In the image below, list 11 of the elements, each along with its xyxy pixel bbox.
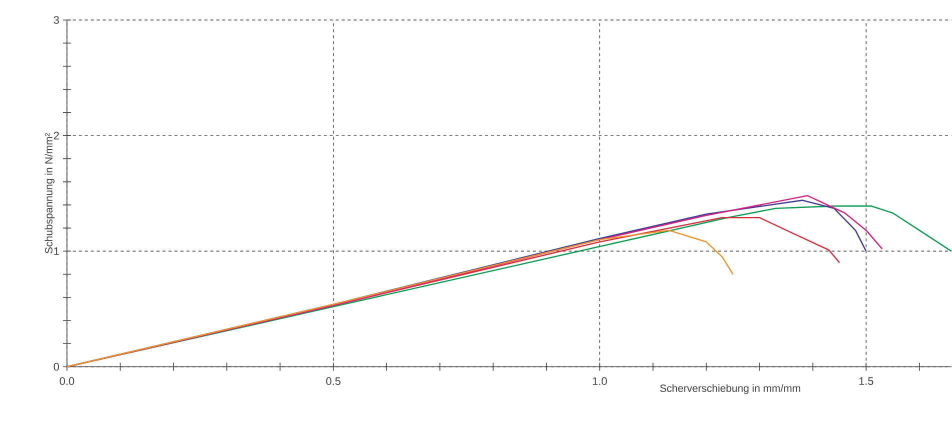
x-axis-title: Scherverschiebung in mm/mm xyxy=(660,384,800,394)
y-tick-label: 0 xyxy=(54,363,60,371)
x-tick-label: 0.5 xyxy=(326,377,340,386)
x-tick-label: 1.5 xyxy=(859,377,874,386)
x-tick-label: 0.0 xyxy=(60,377,74,386)
y-axis-title: Schubspannung in N/mm² xyxy=(44,133,55,254)
line-series xyxy=(66,230,734,368)
y-tick-label: 2 xyxy=(54,132,59,140)
y-tick-label: 3 xyxy=(54,16,59,24)
y-tick-label: 1 xyxy=(54,248,59,256)
x-tick-label: 1.0 xyxy=(592,377,607,386)
